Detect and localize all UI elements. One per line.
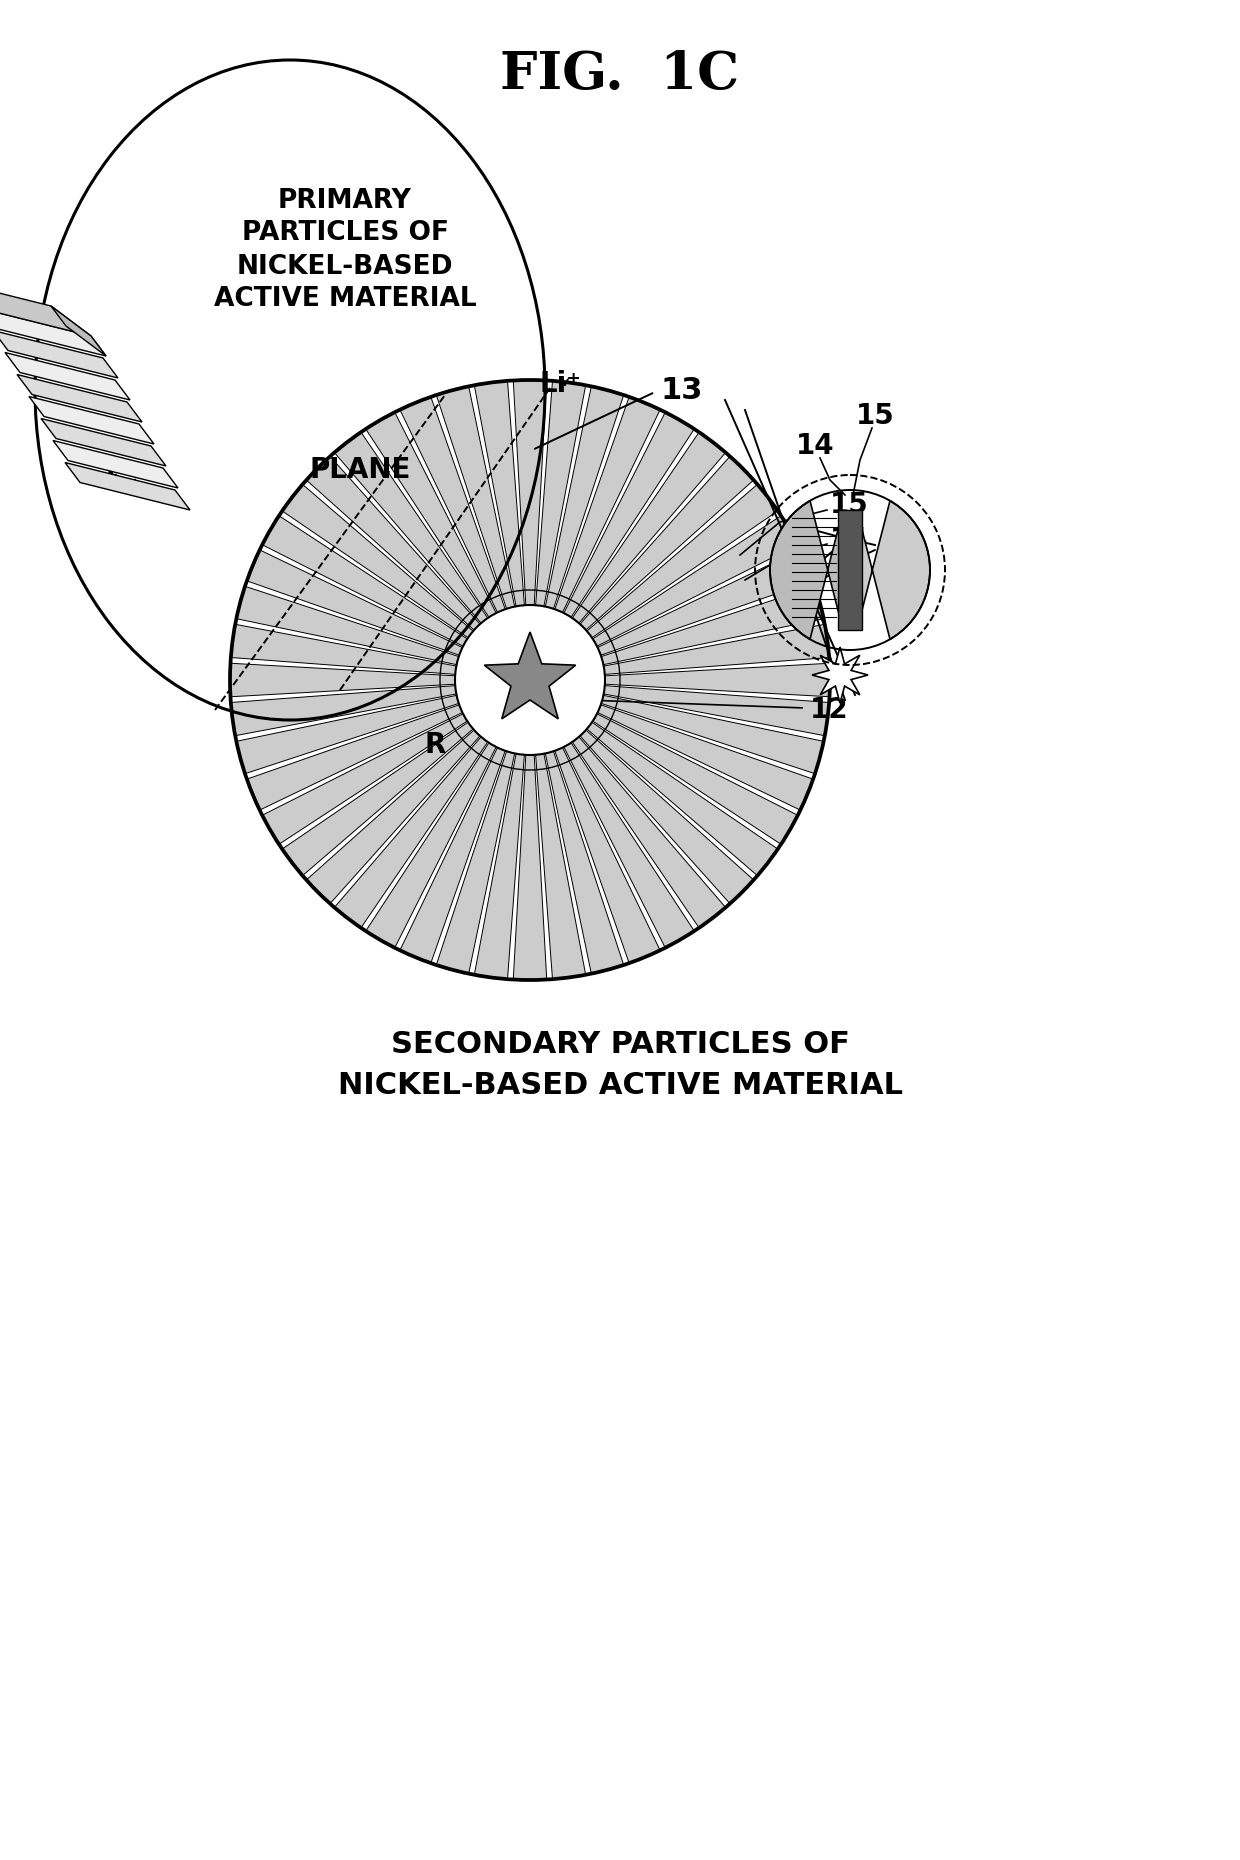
Polygon shape	[770, 500, 842, 640]
Polygon shape	[604, 625, 830, 675]
Polygon shape	[580, 729, 754, 904]
Text: FIG.  1C: FIG. 1C	[501, 50, 739, 100]
Text: 13: 13	[660, 376, 702, 404]
Polygon shape	[812, 647, 868, 703]
Polygon shape	[51, 307, 105, 355]
Polygon shape	[536, 753, 585, 978]
Polygon shape	[554, 396, 660, 612]
Polygon shape	[335, 432, 487, 623]
Polygon shape	[0, 279, 91, 337]
Polygon shape	[231, 664, 455, 698]
Polygon shape	[247, 705, 463, 811]
Polygon shape	[546, 387, 624, 608]
Polygon shape	[0, 331, 118, 378]
Polygon shape	[436, 751, 515, 973]
Polygon shape	[598, 705, 813, 811]
Polygon shape	[366, 742, 496, 949]
Polygon shape	[605, 664, 830, 698]
Polygon shape	[554, 748, 660, 963]
Polygon shape	[587, 722, 777, 876]
Text: PLANE: PLANE	[309, 456, 410, 484]
Polygon shape	[564, 742, 694, 949]
Text: t: t	[105, 458, 118, 482]
Polygon shape	[475, 753, 525, 978]
Polygon shape	[601, 586, 823, 664]
Polygon shape	[587, 484, 777, 638]
Polygon shape	[53, 441, 179, 487]
Polygon shape	[573, 432, 725, 623]
Polygon shape	[601, 696, 823, 774]
Polygon shape	[593, 515, 797, 645]
Polygon shape	[64, 463, 190, 510]
Text: 12: 12	[810, 696, 848, 724]
Polygon shape	[29, 396, 154, 445]
Text: PRIMARY
PARTICLES OF
NICKEL-BASED
ACTIVE MATERIAL: PRIMARY PARTICLES OF NICKEL-BASED ACTIVE…	[213, 188, 476, 312]
Text: 14: 14	[830, 526, 869, 554]
Text: SECONDARY PARTICLES OF
NICKEL-BASED ACTIVE MATERIAL: SECONDARY PARTICLES OF NICKEL-BASED ACTI…	[337, 1030, 903, 1099]
Polygon shape	[475, 381, 525, 606]
Polygon shape	[598, 551, 813, 655]
Polygon shape	[564, 413, 694, 618]
Polygon shape	[573, 737, 725, 928]
Polygon shape	[580, 456, 754, 631]
Polygon shape	[5, 353, 130, 400]
Polygon shape	[262, 714, 467, 844]
Polygon shape	[513, 381, 547, 604]
Polygon shape	[237, 696, 459, 774]
Polygon shape	[513, 755, 547, 980]
Polygon shape	[283, 484, 474, 638]
Polygon shape	[237, 586, 459, 664]
Polygon shape	[306, 456, 480, 631]
Polygon shape	[17, 374, 143, 422]
Polygon shape	[436, 387, 515, 608]
Text: 15: 15	[830, 491, 869, 519]
Polygon shape	[485, 632, 575, 718]
Polygon shape	[546, 751, 624, 973]
Polygon shape	[366, 413, 496, 618]
Polygon shape	[335, 737, 487, 928]
Polygon shape	[838, 510, 862, 631]
Text: 14: 14	[796, 432, 835, 459]
Polygon shape	[231, 686, 456, 737]
Text: R: R	[424, 731, 445, 759]
Polygon shape	[231, 625, 456, 675]
Circle shape	[455, 604, 605, 755]
Polygon shape	[41, 418, 166, 467]
Polygon shape	[604, 686, 830, 737]
Polygon shape	[536, 381, 585, 606]
Polygon shape	[283, 722, 474, 876]
Text: 10: 10	[880, 530, 923, 560]
Polygon shape	[306, 729, 480, 904]
Polygon shape	[401, 748, 505, 963]
Text: Li⁺: Li⁺	[539, 370, 580, 398]
Polygon shape	[401, 396, 505, 612]
Polygon shape	[858, 500, 930, 640]
Text: 15: 15	[856, 402, 894, 430]
Polygon shape	[0, 309, 105, 355]
Polygon shape	[262, 515, 467, 645]
Polygon shape	[247, 551, 463, 655]
Polygon shape	[593, 714, 797, 844]
